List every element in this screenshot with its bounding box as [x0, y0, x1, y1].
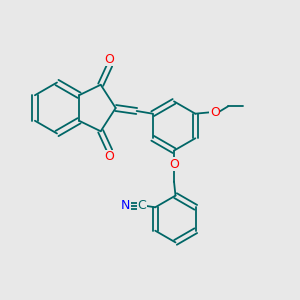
Text: O: O — [105, 150, 115, 163]
Text: O: O — [210, 106, 220, 119]
Text: C: C — [137, 199, 146, 212]
Text: O: O — [169, 158, 179, 171]
Text: O: O — [105, 53, 115, 66]
Text: N: N — [121, 199, 130, 212]
